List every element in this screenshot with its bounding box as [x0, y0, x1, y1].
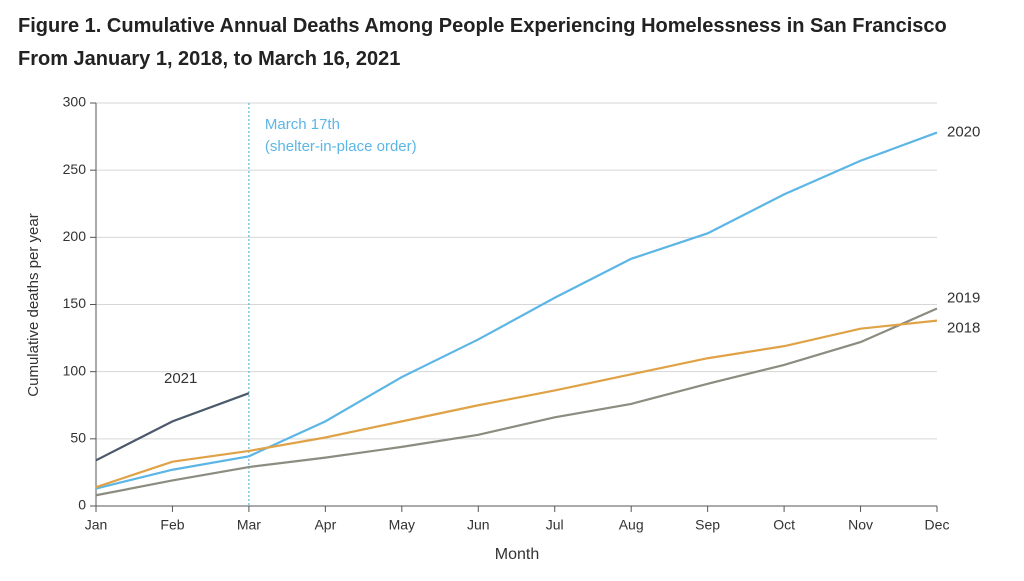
series-line [95, 392, 250, 462]
x-tick-label: Jun [467, 517, 490, 533]
x-tick-label: Mar [237, 517, 261, 533]
series-label: 2021 [164, 370, 197, 387]
x-axis-label: Month [495, 546, 539, 563]
x-tick-label: Aug [619, 517, 644, 533]
annotation-text: March 17th [265, 116, 340, 133]
x-tick-label: Dec [925, 517, 950, 533]
x-tick-label: Jan [85, 517, 108, 533]
series-label: 2020 [947, 124, 980, 141]
series-label: 2018 [947, 320, 980, 337]
series-line [95, 319, 938, 489]
x-tick-label: Feb [160, 517, 184, 533]
x-tick-label: May [389, 517, 415, 533]
y-tick-label: 200 [63, 228, 87, 244]
series-line [95, 131, 938, 490]
y-axis-label: Cumulative deaths per year [25, 213, 42, 396]
annotation-text: (shelter-in-place order) [265, 138, 417, 155]
x-tick-label: Sep [695, 517, 720, 533]
y-tick-label: 100 [63, 362, 87, 378]
x-tick-label: Jul [546, 517, 564, 533]
chart-title: Figure 1. Cumulative Annual Deaths Among… [18, 15, 947, 70]
x-tick-label: Oct [773, 517, 795, 533]
x-tick-label: Apr [314, 517, 336, 533]
series-line [95, 307, 938, 497]
y-tick-label: 300 [63, 94, 87, 110]
y-tick-label: 50 [70, 430, 86, 446]
y-tick-label: 250 [63, 161, 87, 177]
y-tick-label: 0 [78, 497, 86, 513]
series-label: 2019 [947, 289, 980, 306]
y-tick-label: 150 [63, 295, 87, 311]
x-tick-label: Nov [848, 517, 873, 533]
